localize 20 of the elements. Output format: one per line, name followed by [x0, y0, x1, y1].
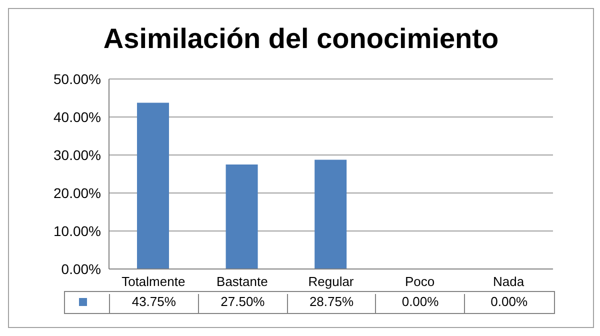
y-tick-label: 20.00% — [54, 184, 101, 201]
bar — [314, 160, 347, 269]
x-tick-label: Regular — [308, 274, 354, 290]
x-tick-label: Totalmente — [122, 274, 186, 290]
data-label: 43.75% — [109, 294, 198, 313]
bar — [226, 164, 258, 269]
y-tick-label: 40.00% — [54, 108, 101, 125]
data-label: 27.50% — [198, 294, 287, 313]
y-tick-label: 50.00% — [54, 70, 101, 87]
chart-title: Asimilación del conocimiento — [102, 23, 500, 55]
y-tick-label: 10.00% — [54, 222, 101, 239]
data-label: 0.00% — [464, 294, 553, 313]
x-tick-label: Poco — [404, 274, 435, 290]
x-tick-label: Nada — [493, 274, 525, 290]
data-label: 0.00% — [375, 294, 464, 313]
data-label: 28.75% — [286, 294, 376, 313]
bar — [137, 102, 169, 269]
x-tick-label: Bastante — [216, 274, 268, 290]
y-tick-label: 0.00% — [61, 260, 101, 277]
y-tick-label: 30.00% — [54, 146, 101, 163]
